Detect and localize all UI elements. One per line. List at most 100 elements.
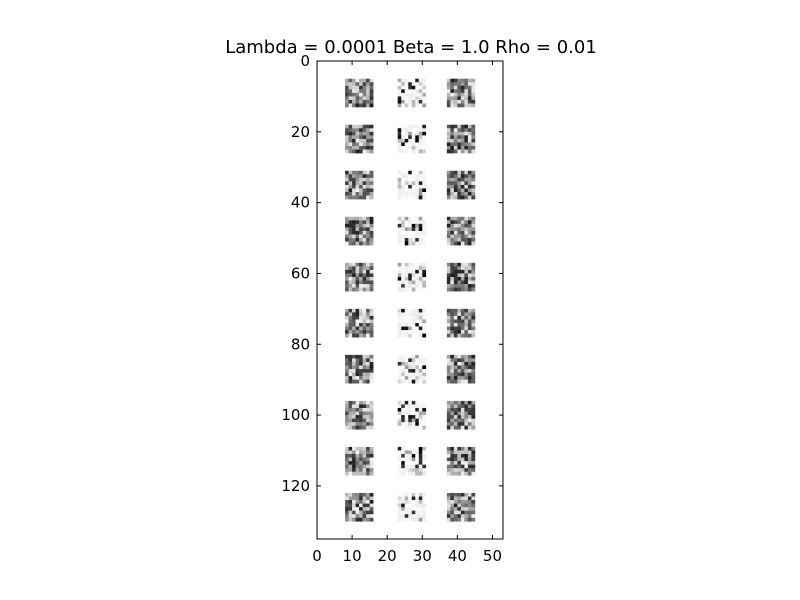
tile-pixel xyxy=(471,85,476,90)
tile-pixel xyxy=(352,464,356,469)
tile-pixel xyxy=(464,323,469,327)
tile-pixel xyxy=(450,404,455,409)
tile-pixel xyxy=(348,216,353,221)
tile-pixel xyxy=(460,192,465,196)
tile-pixel xyxy=(460,503,465,508)
tile-pixel xyxy=(362,315,367,320)
tile-pixel xyxy=(457,195,462,200)
tile-pixel xyxy=(359,99,363,104)
tile-pixel xyxy=(422,78,427,83)
tile-pixel xyxy=(369,312,374,317)
tile-pixel xyxy=(464,464,469,469)
tile-pixel xyxy=(362,89,367,94)
tile-pixel xyxy=(450,425,455,430)
tile-pixel xyxy=(467,92,472,97)
tile-pixel xyxy=(471,184,476,189)
tile-pixel xyxy=(362,464,367,469)
tile-pixel xyxy=(464,284,469,288)
tile-pixel xyxy=(464,92,469,97)
tile-pixel xyxy=(362,124,367,129)
tile-pixel xyxy=(471,238,476,242)
tile-pixel xyxy=(366,227,370,232)
tile-pixel xyxy=(397,220,402,225)
tile-pixel xyxy=(408,216,413,221)
tile-pixel xyxy=(418,238,423,242)
tile-pixel xyxy=(453,82,458,87)
x-tick-label: 50 xyxy=(483,547,502,565)
tile-pixel xyxy=(397,404,402,409)
tile-pixel xyxy=(418,276,423,281)
tile-pixel xyxy=(450,418,455,423)
tile-pixel xyxy=(418,326,423,331)
tile-pixel xyxy=(446,330,451,334)
tile-pixel xyxy=(355,82,360,87)
tile-pixel xyxy=(359,365,363,370)
tile-pixel xyxy=(471,89,476,94)
tile-pixel xyxy=(450,507,455,511)
tile-pixel xyxy=(457,418,462,423)
tile-pixel xyxy=(457,103,462,108)
tile-pixel xyxy=(467,333,472,338)
tile-pixel xyxy=(362,103,367,108)
tile-pixel xyxy=(345,124,349,129)
tile-pixel xyxy=(355,184,360,189)
tile-pixel xyxy=(355,422,360,426)
tile-pixel xyxy=(460,319,465,324)
tile-pixel xyxy=(355,92,360,97)
tile-pixel xyxy=(408,269,413,274)
tile-pixel xyxy=(366,308,370,313)
tile-pixel xyxy=(345,464,349,469)
tile-pixel xyxy=(366,181,370,186)
tile-pixel xyxy=(397,471,402,476)
tile-pixel xyxy=(404,510,409,515)
tile-pixel xyxy=(401,287,406,292)
tile-pixel xyxy=(415,78,420,83)
tile-pixel xyxy=(408,188,413,193)
tile-pixel xyxy=(352,400,356,405)
image-tile xyxy=(446,400,476,430)
tile-pixel xyxy=(352,330,356,334)
tile-pixel xyxy=(366,82,370,87)
tile-pixel xyxy=(418,227,423,232)
tile-pixel xyxy=(422,230,427,235)
tile-pixel xyxy=(422,514,427,519)
tile-pixel xyxy=(411,379,416,384)
tile-pixel xyxy=(397,330,402,334)
tile-pixel xyxy=(404,99,409,104)
tile-pixel xyxy=(446,376,451,380)
tile-pixel xyxy=(411,273,416,278)
tile-pixel xyxy=(460,128,465,133)
tile-pixel xyxy=(467,82,472,87)
tile-pixel xyxy=(446,446,451,451)
tile-pixel xyxy=(408,99,413,104)
tile-pixel xyxy=(460,315,465,320)
tile-pixel xyxy=(460,330,465,334)
tile-pixel xyxy=(464,315,469,320)
tile-pixel xyxy=(362,454,367,458)
tile-pixel xyxy=(397,82,402,87)
tile-pixel xyxy=(457,492,462,497)
tile-pixel xyxy=(471,223,476,228)
tile-pixel xyxy=(359,354,363,359)
tile-pixel xyxy=(366,471,370,476)
tile-pixel xyxy=(418,454,423,458)
tile-pixel xyxy=(418,517,423,522)
tile-pixel xyxy=(446,238,451,242)
tile-pixel xyxy=(369,78,374,83)
tile-pixel xyxy=(401,457,406,462)
tile-pixel xyxy=(408,492,413,497)
tile-pixel xyxy=(415,454,420,458)
tile-pixel xyxy=(450,216,455,221)
tile-pixel xyxy=(404,425,409,430)
tile-pixel xyxy=(460,454,465,458)
tile-pixel xyxy=(366,174,370,179)
tile-pixel xyxy=(464,184,469,189)
tile-pixel xyxy=(471,425,476,430)
tile-pixel xyxy=(422,425,427,430)
tile-pixel xyxy=(422,149,427,154)
tile-pixel xyxy=(411,181,416,186)
tile-pixel xyxy=(446,514,451,519)
tile-pixel xyxy=(471,312,476,317)
tile-pixel xyxy=(352,280,356,285)
tile-pixel xyxy=(401,124,406,129)
